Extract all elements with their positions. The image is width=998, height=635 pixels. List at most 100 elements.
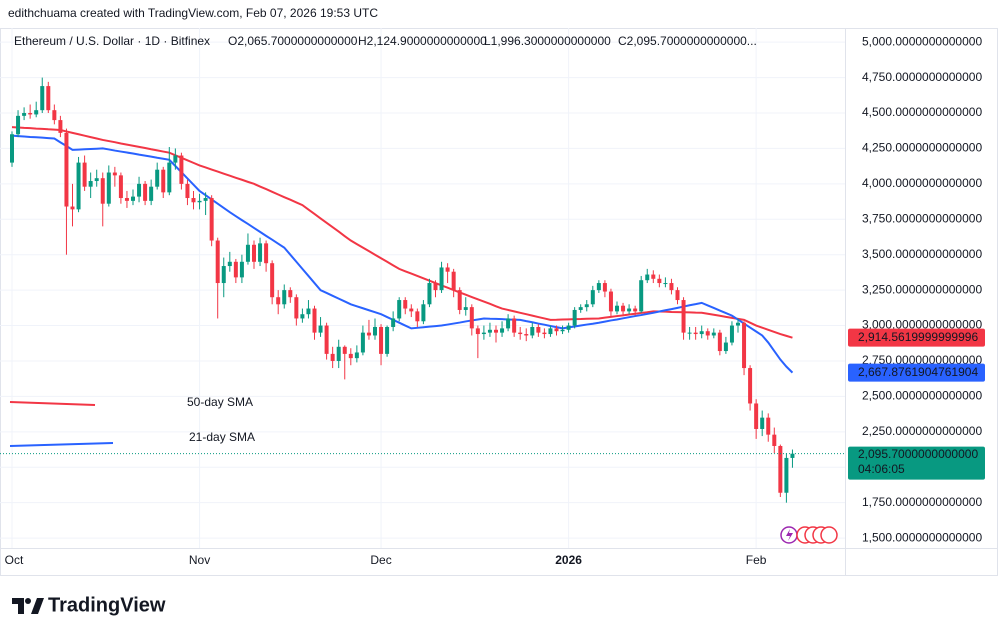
logo-mark: [31, 598, 44, 614]
ohlc-open: O2,065.7000000000000: [228, 34, 358, 48]
candle-body: [427, 283, 432, 305]
candle-body: [40, 86, 45, 111]
candle-body: [663, 283, 668, 285]
candle-body: [729, 325, 734, 343]
price-label: 2,667.8761904761904: [858, 365, 978, 379]
candle-body: [469, 307, 474, 329]
candle-body: [88, 181, 93, 187]
x-tick-label: Dec: [370, 553, 391, 567]
candle-body: [124, 198, 129, 201]
y-tick-label: 3,500.0000000000000: [862, 247, 982, 261]
candle-body: [675, 290, 680, 301]
candle-body: [554, 328, 559, 332]
logo: TradingView: [12, 594, 166, 616]
candle-body: [518, 332, 523, 335]
candle-body: [463, 307, 468, 310]
x-tick-label: 2026: [555, 553, 582, 567]
candle-body: [500, 328, 505, 333]
candle-body: [415, 311, 420, 322]
y-tick-label: 3,000.0000000000000: [862, 318, 982, 332]
candle-body: [627, 308, 632, 312]
candle-body: [784, 457, 789, 493]
price-label-box: [848, 363, 985, 382]
candle-body: [149, 186, 154, 201]
candle-body: [536, 326, 541, 333]
candle-body: [457, 290, 462, 310]
candle-body: [294, 297, 299, 319]
chart-title: Ethereum / U.S. Dollar · 1D · Bitfinex: [14, 34, 210, 48]
candle-body: [391, 318, 396, 327]
candle-body: [403, 300, 408, 309]
candle-body: [258, 243, 263, 262]
candle-body: [723, 342, 728, 352]
candle-body: [711, 332, 716, 336]
candle-body: [106, 172, 111, 204]
candle-body: [76, 162, 81, 210]
candle-body: [481, 332, 486, 335]
candle-body: [748, 368, 753, 404]
axes: 1,500.0000000000000 1,750.0000000000000 2,…: [5, 34, 985, 567]
candle-body: [288, 290, 293, 298]
candle-body: [221, 266, 226, 284]
candle-body: [772, 434, 777, 446]
legend-label: 50-day SMA: [187, 395, 253, 409]
candle-body: [264, 243, 269, 264]
candle-body: [693, 332, 698, 335]
candle-body: [161, 169, 166, 193]
candle-body: [233, 261, 238, 278]
candle-body: [742, 322, 747, 369]
candle-body: [366, 332, 371, 336]
candle-body: [203, 198, 208, 201]
candle-body: [112, 172, 117, 176]
y-tick-label: 3,750.0000000000000: [862, 211, 982, 225]
candle-body: [596, 283, 601, 291]
y-tick-label: 4,000.0000000000000: [862, 176, 982, 190]
legend-swatch: [9, 442, 114, 447]
candle-body: [542, 332, 547, 335]
candle-body: [373, 326, 377, 336]
y-tick-label: 4,750.0000000000000: [862, 70, 982, 84]
candle-body: [173, 155, 178, 163]
candle-body: [276, 297, 281, 305]
candle-body: [530, 326, 535, 336]
candle-body: [354, 352, 359, 359]
y-tick-label: 2,500.0000000000000: [862, 389, 982, 403]
event-icon: [820, 526, 838, 544]
y-tick-label: 4,500.0000000000000: [862, 105, 982, 119]
candle-body: [621, 305, 626, 312]
candle-body: [270, 263, 275, 298]
candle-body: [790, 453, 795, 458]
candle-body: [385, 326, 390, 354]
candle-body: [548, 328, 553, 335]
x-tick-label: Feb: [746, 553, 767, 567]
candle-body: [524, 334, 529, 336]
candle-body: [475, 328, 480, 335]
plot: 50-day SMA 21-day SMA: [0, 77, 845, 503]
event-icons: [780, 526, 838, 544]
logo-mark: [25, 598, 31, 604]
legend-swatch: [9, 401, 96, 406]
y-tick-label: 1,500.0000000000000: [862, 530, 982, 544]
candle-body: [445, 267, 450, 272]
candle-body: [379, 326, 384, 354]
candle-body: [578, 307, 583, 310]
candle-body: [82, 162, 87, 187]
ohlc-close: C2,095.7000000000000...: [618, 34, 757, 48]
x-tick-label: Oct: [5, 553, 24, 567]
candle-body: [300, 314, 305, 319]
candle-body: [70, 206, 75, 210]
ohlc-low: L1,996.3000000000000: [484, 34, 611, 48]
candle-body: [28, 113, 33, 115]
candle-body: [657, 278, 662, 284]
candle-body: [669, 283, 674, 291]
ohlc-high: H2,124.9000000000000: [358, 34, 487, 48]
candle-body: [584, 304, 589, 308]
candle-body: [348, 353, 353, 359]
y-tick-label: 3,250.0000000000000: [862, 282, 982, 296]
candle-body: [633, 308, 638, 312]
x-tick-label: Nov: [189, 553, 210, 567]
candle-body: [131, 196, 135, 201]
y-tick-label: 2,250.0000000000000: [862, 424, 982, 438]
candle-body: [754, 403, 759, 429]
